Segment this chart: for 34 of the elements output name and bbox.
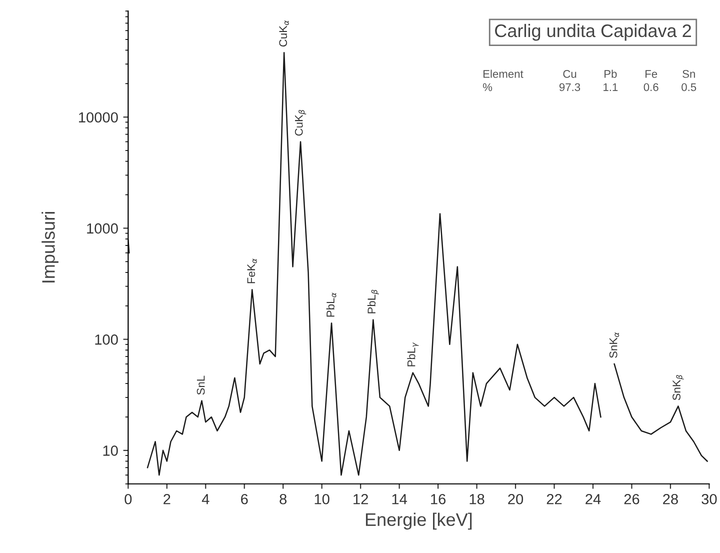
- x-tick-label: 0: [124, 494, 132, 504]
- y-axis-title: Impulsuri: [42, 212, 58, 282]
- text: % 97.3 1.1 0.6 0.5: [482, 83, 696, 92]
- x-tick-label: 2: [164, 494, 170, 504]
- y-tick-label: 10000: [79, 112, 118, 123]
- x-tick-label: 24: [586, 494, 601, 504]
- annotation: SnK$_{α}$: [609, 332, 620, 358]
- y-tick-label: 1000: [87, 223, 118, 234]
- x-tick-label: 4: [202, 494, 210, 504]
- x-tick-label: 6: [241, 494, 248, 504]
- annotation: PbL$_{γ}$: [407, 342, 419, 366]
- x-tick-label: 16: [431, 494, 446, 504]
- x-tick-label: 10: [314, 494, 330, 504]
- y-tick-label: 10: [103, 446, 118, 456]
- y-tick-label: 100: [95, 334, 118, 345]
- x-tick-label: 26: [624, 494, 640, 504]
- annotation: SnK$_{β}$: [672, 375, 684, 400]
- x-tick-label: 14: [392, 494, 407, 504]
- text: Element Cu Pb Fe Sn: [484, 70, 695, 78]
- x-axis-title: Energie [keV]: [366, 512, 472, 530]
- annotation: CuK$_{β}$: [294, 110, 306, 136]
- annotation: FeK$_{α}$: [247, 258, 257, 284]
- x-tick-label: 22: [546, 494, 562, 504]
- annotation: PbL$_{β}$: [367, 290, 379, 314]
- x-tick-label: 12: [354, 494, 368, 504]
- x-tick-label: 18: [470, 494, 484, 504]
- x-tick-label: 8: [280, 494, 287, 504]
- annotation: PbL$_{α}$: [326, 292, 336, 317]
- x-tick-label: 20: [508, 494, 524, 504]
- text: Carlig undita Capidava 2: [495, 24, 691, 41]
- annotation: CuK$_{α}$: [279, 20, 289, 47]
- x-tick-label: 30: [702, 494, 717, 504]
- x-tick-label: 28: [663, 494, 678, 504]
- annotation: SnL: [196, 376, 205, 395]
